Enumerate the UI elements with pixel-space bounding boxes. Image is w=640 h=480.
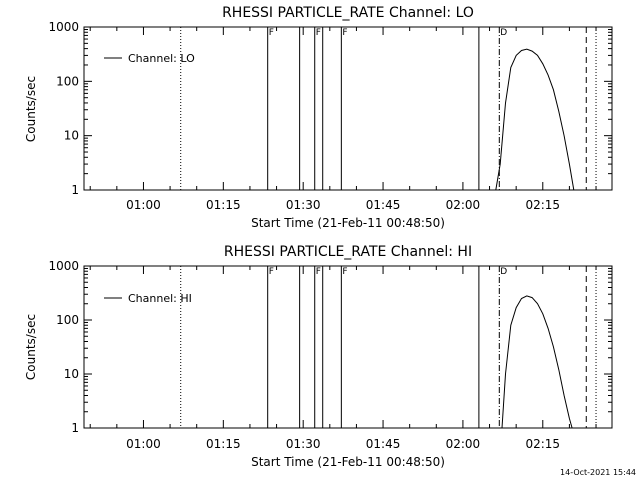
y-tick-label: 100 [56,313,79,327]
legend-label: Channel: HI [128,292,192,305]
y-tick-label: 10 [64,367,79,381]
x-tick-label: 02:00 [446,198,481,212]
x-tick-label: 02:00 [446,437,481,451]
x-tick-label: 02:15 [525,437,560,451]
series-line-channel-hi [501,295,573,429]
event-flag-label: F [342,28,347,38]
event-flag-label: F [316,267,321,277]
x-tick-label: 01:15 [206,437,241,451]
event-flag-label: F [269,267,274,277]
event-flag-label: F [342,267,347,277]
x-tick-label: 01:45 [366,437,401,451]
panel-hi: RHESSI PARTICLE_RATE Channel: HI Start T… [24,244,613,469]
event-flag-label: D [500,267,507,277]
series-line-channel-lo [495,48,575,191]
y-axis-label: Counts/sec [24,314,38,380]
x-tick-label: 01:45 [366,198,401,212]
x-tick-label: 01:30 [286,198,321,212]
y-tick-label: 1000 [48,259,79,273]
x-tick-label: 01:00 [126,198,161,212]
plot-frame [83,265,613,429]
plot-frame [83,26,613,191]
y-axis-label: Counts/sec [24,76,38,142]
x-axis-label: Start Time (21-Feb-11 00:48:50) [251,216,445,230]
y-tick-label: 10 [64,129,79,143]
event-flag-label: F [269,28,274,38]
x-axis-label: Start Time (21-Feb-11 00:48:50) [251,455,445,469]
chart-title: RHESSI PARTICLE_RATE Channel: HI [224,244,472,260]
legend-label: Channel: LO [128,52,195,65]
panel-lo: RHESSI PARTICLE_RATE Channel: LO Start T… [24,5,613,230]
y-tick-label: 1000 [48,20,79,34]
x-tick-label: 01:15 [206,198,241,212]
y-tick-label: 100 [56,74,79,88]
generation-timestamp: 14-Oct-2021 15:44 [560,468,636,477]
x-tick-label: 02:15 [525,198,560,212]
x-tick-label: 01:00 [126,437,161,451]
event-flag-label: D [500,28,507,38]
x-tick-label: 01:30 [286,437,321,451]
y-tick-label: 1 [71,421,79,435]
event-flag-label: F [316,28,321,38]
chart-title: RHESSI PARTICLE_RATE Channel: LO [222,5,474,21]
y-tick-label: 1 [71,183,79,197]
